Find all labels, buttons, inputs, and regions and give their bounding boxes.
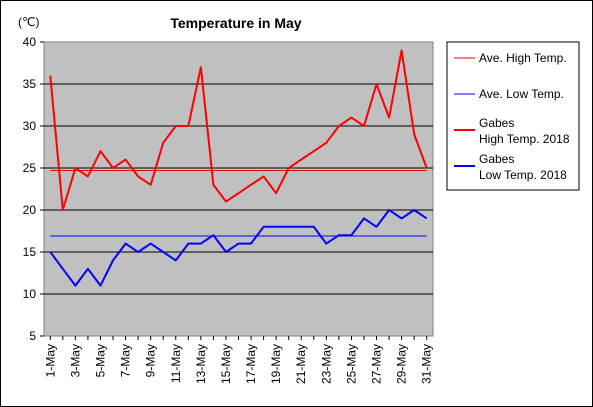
legend: Ave. High Temp. Ave. Low Temp. Gabes High T… xyxy=(454,51,570,182)
x-tick-label: 29-May xyxy=(395,344,409,384)
legend-label: Gabes xyxy=(479,152,514,166)
y-tick-label: 25 xyxy=(23,161,37,175)
y-axis: 5 10 15 20 25 30 35 40 xyxy=(23,35,44,343)
x-tick-label: 27-May xyxy=(370,344,384,384)
y-tick-label: 40 xyxy=(23,35,37,49)
x-tick-label: 3-May xyxy=(68,344,82,377)
series-line xyxy=(49,49,428,211)
y-tick-label: 5 xyxy=(29,329,36,343)
legend-label: Ave. Low Temp. xyxy=(479,87,564,101)
x-tick-label: 31-May xyxy=(420,344,434,384)
y-tick-label: 15 xyxy=(23,245,37,259)
x-tick-label: 19-May xyxy=(269,344,283,384)
y-tick-label: 35 xyxy=(23,77,37,91)
legend-label: Low Temp. 2018 xyxy=(479,168,567,182)
x-tick-label: 7-May xyxy=(119,344,133,377)
unit-label: (℃) xyxy=(18,15,39,29)
plot-area xyxy=(43,41,434,337)
legend-label: High Temp. 2018 xyxy=(479,132,570,146)
x-tick-label: 13-May xyxy=(194,344,208,384)
x-tick-label: 15-May xyxy=(219,344,233,384)
x-tick-label: 21-May xyxy=(294,344,308,384)
chart-title: Temperature in May xyxy=(170,15,301,31)
series-line xyxy=(49,209,428,287)
legend-label: Gabes xyxy=(479,116,514,130)
x-tick-label: 9-May xyxy=(144,344,158,377)
x-tick-label: 17-May xyxy=(244,344,258,384)
x-tick-label: 5-May xyxy=(93,344,107,377)
x-tick-label: 23-May xyxy=(319,344,333,384)
x-tick-label: 25-May xyxy=(344,344,358,384)
y-tick-label: 20 xyxy=(23,203,37,217)
gridlines xyxy=(44,83,433,295)
x-axis: 1-May 3-May 5-May 7-May 9-May 11-May 13-May 15-… xyxy=(43,336,434,384)
series-lines xyxy=(49,49,428,287)
y-tick-label: 30 xyxy=(23,119,37,133)
x-tick-label: 1-May xyxy=(43,344,57,377)
y-tick-label: 10 xyxy=(23,287,37,301)
x-tick-label: 11-May xyxy=(169,344,183,383)
legend-label: Ave. High Temp. xyxy=(479,51,567,65)
